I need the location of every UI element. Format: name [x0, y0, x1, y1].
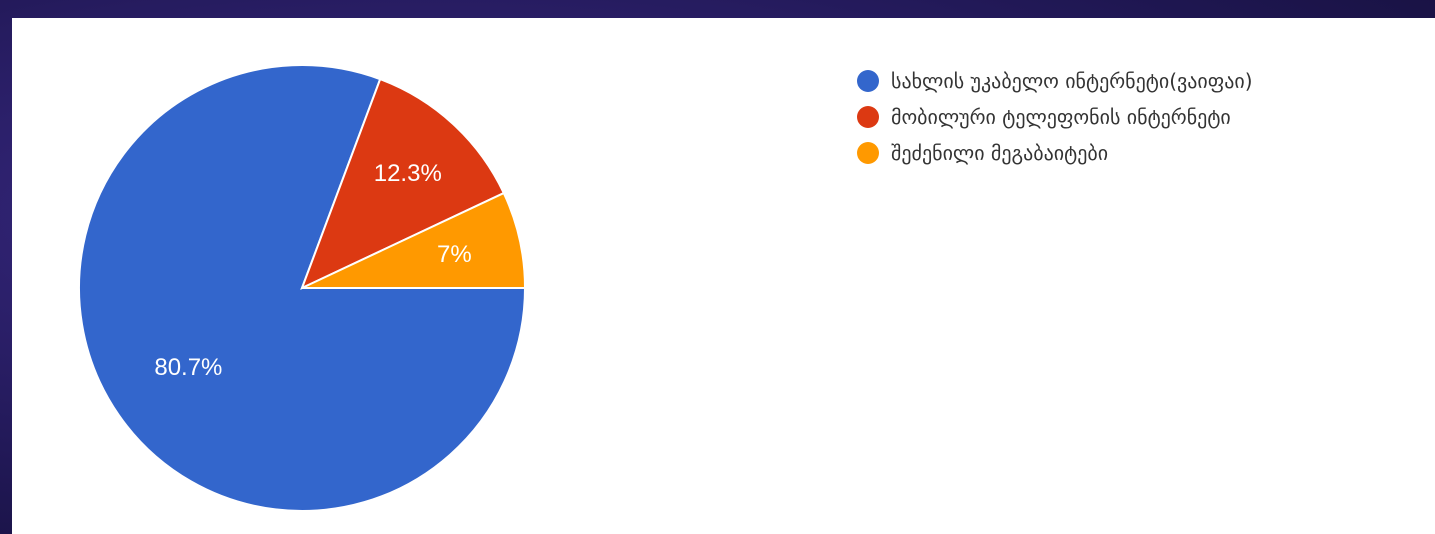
pie-chart: 80.7% 12.3% 7% — [78, 64, 527, 512]
slice-label-wifi: 80.7% — [154, 354, 222, 381]
slice-megabytes[interactable] — [301, 191, 527, 289]
legend-swatch-wifi — [857, 70, 879, 92]
legend-label-megabytes: შეძენილი მეგაბაიტები — [891, 141, 1109, 165]
slice-label-megabytes: 7% — [437, 241, 472, 268]
chart-card: 80.7% 12.3% 7% სახლის უკაბელო ინტერნეტი(ვა… — [12, 18, 1435, 534]
legend-label-mobile: მობილური ტელეფონის ინტერნეტი — [891, 105, 1231, 129]
legend-swatch-megabytes — [857, 142, 879, 164]
legend: სახლის უკაბელო ინტერნეტი(ვაიფაი) მობილურ… — [857, 66, 1253, 174]
slice-mobile[interactable] — [300, 77, 506, 290]
legend-label-wifi: სახლის უკაბელო ინტერნეტი(ვაიფაი) — [891, 69, 1253, 93]
legend-swatch-mobile — [857, 106, 879, 128]
legend-item-wifi[interactable]: სახლის უკაბელო ინტერნეტი(ვაიფაი) — [857, 66, 1253, 96]
legend-item-megabytes[interactable]: შეძენილი მეგაბაიტები — [857, 138, 1253, 168]
legend-item-mobile[interactable]: მობილური ტელეფონის ინტერნეტი — [857, 102, 1253, 132]
slice-label-mobile: 12.3% — [374, 160, 442, 187]
